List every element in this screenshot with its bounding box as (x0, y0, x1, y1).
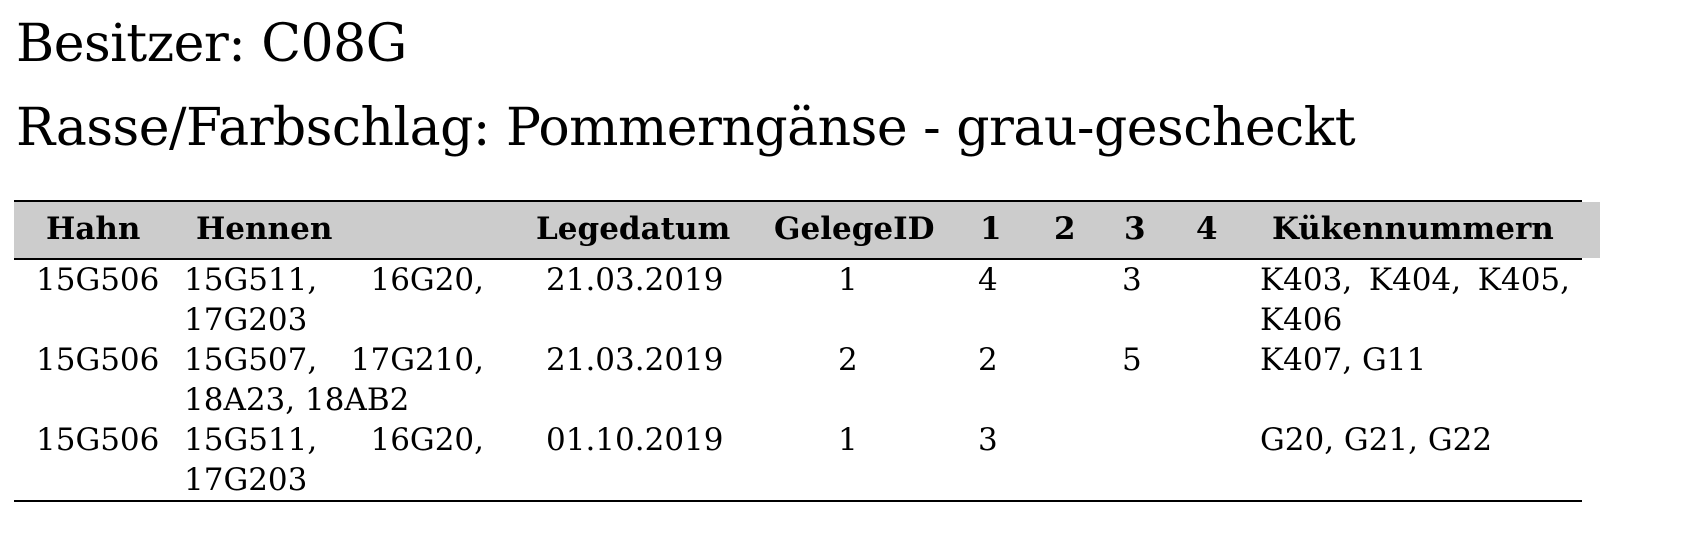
column-header-legedatum: Legedatum (536, 211, 731, 247)
table-row-3-legedatum: 01.10.2019 (546, 422, 724, 458)
table-row-3-hahn: 15G506 (36, 422, 160, 458)
table-row-1-col3: 3 (1122, 262, 1142, 298)
table-row-2-hahn: 15G506 (36, 342, 160, 378)
table-row-3-kuekennummern: G20, G21, G22 (1260, 422, 1493, 458)
breed-line: Rasse/Farbschlag: Pommerngänse - grau-ges… (16, 98, 1356, 158)
table-row-2-legedatum: 21.03.2019 (546, 342, 724, 378)
table-row-2-col3: 5 (1122, 342, 1142, 378)
table-row-2-gelegeid: 2 (838, 342, 858, 378)
table-row-1-hennen: 15G511, 16G20, 17G203 (184, 262, 484, 338)
table-row-3-hennen: 15G511, 16G20, 17G203 (184, 422, 484, 498)
table-row-2-kuekennummern: K407, G11 (1260, 342, 1427, 378)
table-row-1-hahn: 15G506 (36, 262, 160, 298)
owner-value: C08G (261, 14, 407, 74)
column-header-3: 3 (1124, 211, 1146, 247)
table-row-1-gelegeid: 1 (838, 262, 858, 298)
table-row-1-legedatum: 21.03.2019 (546, 262, 724, 298)
table-bottom-rule (14, 500, 1582, 502)
table-top-rule (14, 200, 1582, 202)
owner-label: Besitzer: (16, 14, 246, 74)
table-row-2-hennen: 15G507, 17G210, 18A23, 18AB2 (184, 342, 484, 418)
column-header-hahn: Hahn (46, 211, 141, 247)
table-row-3-col1: 3 (978, 422, 998, 458)
table-header-band (14, 202, 1600, 258)
table-row-2-col1: 2 (978, 342, 998, 378)
owner-line: Besitzer: C08G (16, 14, 407, 74)
breed-value: Pommerngänse - grau-gescheckt (505, 98, 1356, 158)
column-header-kuekennummern: Kükennummern (1272, 211, 1554, 247)
table-row-1-col1: 4 (978, 262, 998, 298)
table-header-rule (14, 258, 1582, 260)
table-row-1-kuekennummern: K403, K404, K405, K406 (1260, 262, 1570, 338)
column-header-4: 4 (1196, 211, 1218, 247)
column-header-hennen: Hennen (196, 211, 333, 247)
breed-label: Rasse/Farbschlag: (16, 98, 490, 158)
column-header-1: 1 (980, 211, 1002, 247)
column-header-gelegeid: GelegeID (774, 211, 935, 247)
table-row-3-gelegeid: 1 (838, 422, 858, 458)
column-header-2: 2 (1054, 211, 1076, 247)
